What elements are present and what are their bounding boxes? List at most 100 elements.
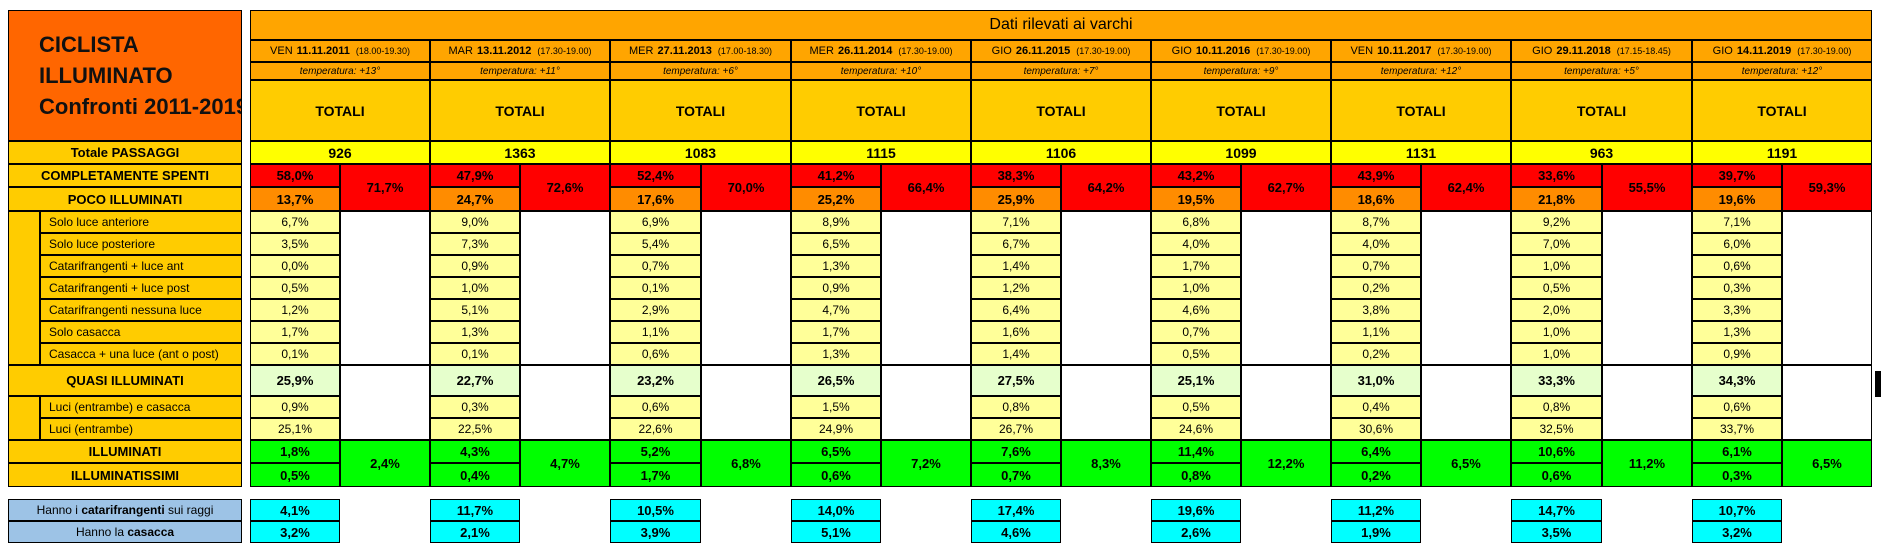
session-sum-spenti-poco: 72,6% [520, 164, 610, 211]
session-poco-sub: 0,9% [1692, 343, 1782, 365]
session-poco-sub: 1,0% [1151, 277, 1241, 299]
session-blank [1421, 365, 1511, 440]
session-date: 14.11.2019 [1736, 45, 1792, 57]
session-casacca: 2,1% [430, 521, 520, 543]
session-time: (17.30-19.00) [1076, 46, 1131, 56]
session-totali: TOTALI [250, 80, 430, 141]
session-sum-illuminati: 6,8% [701, 440, 791, 487]
session-poco-sub: 0,0% [250, 255, 340, 277]
session-poco-sub: 1,2% [250, 299, 340, 321]
session-catarifrangenti: 14,0% [791, 499, 881, 521]
label-bottom-part: casacca [127, 525, 175, 539]
session-poco-sub: 1,2% [971, 277, 1061, 299]
session-poco-sub: 3,8% [1331, 299, 1421, 321]
session-spenti: 38,3% [971, 164, 1061, 187]
session-quasi-sub: 0,5% [1151, 396, 1241, 418]
session-blank [520, 365, 610, 440]
label-bottom-part: catarifrangenti [81, 503, 165, 517]
session-poco-sub: 7,1% [971, 211, 1061, 233]
session-sum-illuminati: 2,4% [340, 440, 430, 487]
session-poco: 19,5% [1151, 187, 1241, 211]
session-blank [340, 211, 430, 365]
session-casacca: 3,2% [1692, 521, 1782, 543]
session-blank [701, 211, 791, 365]
session-temperature: temperatura: +12° [1331, 62, 1511, 80]
session-quasi-sub: 25,1% [250, 418, 340, 440]
session-catarifrangenti: 10,5% [610, 499, 701, 521]
session-date: 11.11.2011 [296, 45, 350, 57]
session-illuminatissimi: 0,3% [1692, 463, 1782, 487]
session-temperature: temperatura: +6° [610, 62, 791, 80]
session-date: 10.11.2017 [1377, 45, 1432, 57]
session-poco-sub: 0,3% [1692, 277, 1782, 299]
session-day: MER [629, 45, 654, 57]
label-quasi-sub: Luci (entrambe) e casacca [40, 396, 242, 418]
session-poco-sub: 0,5% [250, 277, 340, 299]
session-poco: 17,6% [610, 187, 701, 211]
session-time: (17.00-18.30) [717, 46, 772, 56]
label-completamente-spenti: COMPLETAMENTE SPENTI [8, 164, 242, 187]
session-blank [701, 365, 791, 440]
session-temperature: temperatura: +5° [1511, 62, 1692, 80]
session-quasi: 23,2% [610, 365, 701, 396]
session-poco: 19,6% [1692, 187, 1782, 211]
session-illuminati: 5,2% [610, 440, 701, 463]
session-blank [881, 365, 971, 440]
session-poco-sub: 7,0% [1511, 233, 1602, 255]
session-day: GIO [1171, 45, 1192, 57]
session-date: 13.11.2012 [476, 45, 532, 57]
session-date: 27.11.2013 [657, 45, 712, 57]
session-quasi: 34,3% [1692, 365, 1782, 396]
session-temperature: temperatura: +13° [250, 62, 430, 80]
label-poco-sub: Catarifrangenti + luce ant [40, 255, 242, 277]
session-day: MER [809, 45, 834, 57]
session-quasi-sub: 0,3% [430, 396, 520, 418]
session-spenti: 58,0% [250, 164, 340, 187]
session-quasi: 25,1% [1151, 365, 1241, 396]
session-totali: TOTALI [1692, 80, 1872, 141]
session-illuminati: 4,3% [430, 440, 520, 463]
session-quasi-sub: 24,9% [791, 418, 881, 440]
session-poco-sub: 1,3% [791, 255, 881, 277]
session-spenti: 43,9% [1331, 164, 1421, 187]
session-poco: 21,8% [1511, 187, 1602, 211]
session-poco-sub: 8,7% [1331, 211, 1421, 233]
session-quasi-sub: 26,7% [971, 418, 1061, 440]
session-date-header: VEN 11.11.2011 (18.00-19.30) [250, 40, 430, 62]
session-blank [1241, 211, 1331, 365]
session-date: 29.11.2018 [1556, 45, 1611, 57]
label-illuminati: ILLUMINATI [8, 440, 242, 463]
session-catarifrangenti: 11,7% [430, 499, 520, 521]
session-illuminati: 6,4% [1331, 440, 1421, 463]
session-poco-sub: 0,1% [250, 343, 340, 365]
session-illuminati: 7,6% [971, 440, 1061, 463]
session-quasi-sub: 24,6% [1151, 418, 1241, 440]
session-poco-sub: 4,7% [791, 299, 881, 321]
label-poco-sub: Catarifrangenti + luce post [40, 277, 242, 299]
session-totale-passaggi: 1099 [1151, 141, 1331, 164]
session-temperature: temperatura: +10° [791, 62, 971, 80]
session-poco-sub: 1,7% [1151, 255, 1241, 277]
session-poco-sub: 0,7% [1151, 321, 1241, 343]
session-spenti: 47,9% [430, 164, 520, 187]
session-quasi-sub: 22,6% [610, 418, 701, 440]
session-totali: TOTALI [1151, 80, 1331, 141]
session-catarifrangenti: 17,4% [971, 499, 1061, 521]
session-spenti: 39,7% [1692, 164, 1782, 187]
session-illuminatissimi: 0,6% [791, 463, 881, 487]
session-quasi-sub: 30,6% [1331, 418, 1421, 440]
session-blank [1782, 365, 1872, 440]
session-casacca: 2,6% [1151, 521, 1241, 543]
session-poco-sub: 1,0% [1511, 343, 1602, 365]
session-poco-sub: 9,0% [430, 211, 520, 233]
label-poco-illuminati: POCO ILLUMINATI [8, 187, 242, 211]
session-poco-sub: 1,0% [1511, 321, 1602, 343]
session-illuminatissimi: 0,5% [250, 463, 340, 487]
session-poco-sub: 5,4% [610, 233, 701, 255]
session-totali: TOTALI [1331, 80, 1511, 141]
session-poco-sub: 5,1% [430, 299, 520, 321]
session-poco-sub: 0,6% [1692, 255, 1782, 277]
session-illuminatissimi: 0,7% [971, 463, 1061, 487]
session-date-header: GIO 14.11.2019 (17.30-19.00) [1692, 40, 1872, 62]
session-totale-passaggi: 1191 [1692, 141, 1872, 164]
